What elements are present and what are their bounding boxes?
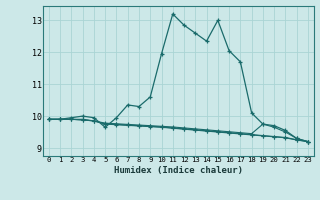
X-axis label: Humidex (Indice chaleur): Humidex (Indice chaleur) [114, 166, 243, 175]
